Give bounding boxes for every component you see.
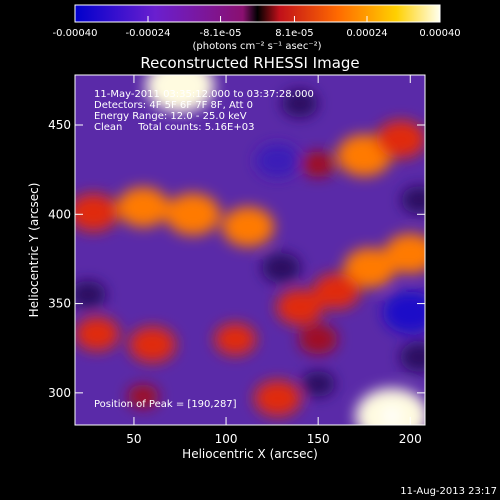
heatmap-blob (255, 143, 300, 178)
annotation-counts: Clean Total counts: 5.16E+03 (94, 122, 254, 133)
heatmap-blob (276, 289, 324, 326)
heatmap-blob (281, 89, 318, 118)
timestamp: 11-Aug-2013 23:17 (400, 486, 497, 497)
y-axis-title: Heliocentric Y (arcsec) (27, 183, 41, 318)
heatmap-blob (298, 324, 338, 355)
plot-frame (74, 74, 426, 426)
heatmap-blob (145, 75, 215, 113)
y-tick-label: 450 (48, 118, 71, 132)
colorbar-tick-label: 0.00040 (419, 28, 460, 39)
colorbar-tick-label: -0.00024 (126, 28, 171, 39)
colorbar-tick-labels: -0.00040 -0.00024 -8.1e-05 8.1e-05 0.00024 0.… (53, 28, 461, 39)
heatmap-blob (399, 342, 425, 373)
colorbar-ticks (74, 16, 441, 22)
heatmap-blob (222, 206, 275, 247)
heatmap-blob (165, 193, 221, 236)
heatmap-blob (261, 252, 301, 283)
heatmap-blob (376, 120, 425, 159)
heatmap-blob (214, 323, 257, 356)
heatmap-blob (117, 187, 170, 228)
x-axis-title: Heliocentric X (arcsec) (182, 447, 318, 461)
annotation-detectors: Detectors: 4F 5F 6F 7F 8F, Att 0 (94, 100, 253, 111)
chart-title: Reconstructed RHESSI Image (140, 54, 359, 72)
colorbar-tick-label: -8.1e-05 (200, 28, 242, 39)
y-tick-label: 400 (48, 207, 71, 221)
colorbar-tick-label: 8.1e-05 (275, 28, 313, 39)
heatmap-blob (75, 280, 107, 309)
y-tick-label: 300 (48, 386, 71, 400)
heatmap-blob (128, 326, 176, 363)
heatmap-blob (382, 291, 425, 334)
heatmap-blob (75, 316, 120, 351)
heatmap-blob (254, 380, 302, 417)
annotation-energy: Energy Range: 12.0 - 25.0 keV (94, 111, 247, 122)
heatmap-blob (355, 388, 425, 425)
image-annotations: 11-May-2011 03:35:12.000 to 03:37:28.000… (94, 89, 314, 410)
y-tick-label: 350 (48, 297, 71, 311)
heatmap-blob (343, 247, 396, 288)
peak-position-label: Position of Peak = [190,287] (94, 399, 237, 410)
colorbar-units: (photons cm⁻² s⁻¹ asec⁻²) (192, 41, 321, 52)
heatmap-blob (75, 193, 119, 232)
x-tick-label: 150 (307, 432, 330, 446)
colorbar-tick-label: -0.00040 (53, 28, 98, 39)
heatmap-blob (127, 384, 159, 409)
x-tick-label: 100 (215, 432, 238, 446)
heatmap-blob (301, 370, 336, 397)
annotation-time: 11-May-2011 03:35:12.000 to 03:37:28.000 (94, 89, 314, 100)
heatmap-blob (401, 186, 425, 214)
x-tick-label: 50 (126, 432, 141, 446)
peak-core (382, 407, 401, 425)
colorbar-tick-label: 0.00024 (346, 28, 387, 39)
heatmap-blob (313, 273, 360, 310)
heatmap-blob (301, 151, 336, 178)
x-tick-label: 200 (399, 432, 422, 446)
axis-ticks (75, 75, 425, 425)
colorbar (74, 4, 441, 23)
axis-tick-labels: 50 100 150 200 300 350 400 450 (48, 118, 422, 446)
heatmap (75, 75, 425, 425)
